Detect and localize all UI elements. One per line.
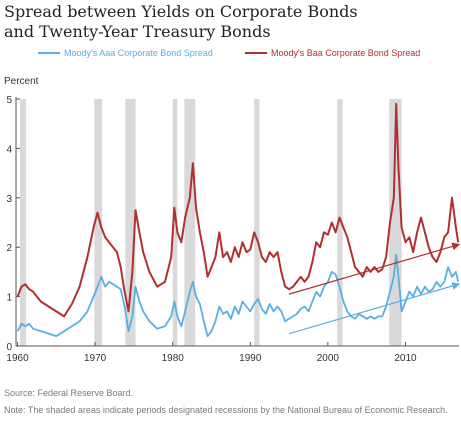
x-tick-label: 2000 xyxy=(317,353,340,364)
footnote: Note: The shaded areas indicate periods … xyxy=(4,405,448,415)
legend-label-baa: Moody's Baa Corporate Bond Spread xyxy=(271,48,420,58)
y-tick-label: 1 xyxy=(6,293,12,304)
series-line-aaa xyxy=(16,253,460,337)
recession-bar xyxy=(254,99,260,346)
y-tick-label: 2 xyxy=(6,243,12,254)
line-chart: Moody's Aaa Corporate Bond Spread Moody'… xyxy=(4,48,461,364)
y-tick-label: 3 xyxy=(6,194,12,205)
series-line-baa xyxy=(16,102,460,318)
source-note: Source: Federal Reserve Board. xyxy=(4,388,134,398)
x-tick-label: 1970 xyxy=(84,353,107,364)
trend-arrow-baa xyxy=(288,242,461,295)
recession-bar xyxy=(337,99,343,346)
y-tick-label: 5 xyxy=(6,95,12,106)
y-axis-label: Percent xyxy=(4,76,39,87)
x-tick-label: 1990 xyxy=(239,353,262,364)
chart-title-line-2: and Twenty-Year Treasury Bonds xyxy=(4,22,271,41)
x-tick-label: 1960 xyxy=(6,353,29,364)
recession-shading xyxy=(19,99,402,346)
recession-bar xyxy=(19,99,27,346)
chart-title-line-1: Spread between Yields on Corporate Bonds xyxy=(4,2,358,21)
y-tick-label: 4 xyxy=(6,144,12,155)
recession-bar xyxy=(125,99,136,346)
legend-label-aaa: Moody's Aaa Corporate Bond Spread xyxy=(64,48,213,58)
recession-bar xyxy=(94,99,103,346)
x-tick-label: 1980 xyxy=(162,353,185,364)
legend: Moody's Aaa Corporate Bond Spread Moody'… xyxy=(38,48,420,58)
x-tick-label: 2010 xyxy=(394,353,417,364)
chart-title: Spread between Yields on Corporate Bonds… xyxy=(4,2,459,42)
y-tick-label: 0 xyxy=(6,342,12,353)
recession-bar xyxy=(172,99,178,346)
recession-bar xyxy=(184,99,196,346)
trend-arrow-aaa xyxy=(288,282,461,335)
series-lines xyxy=(16,102,461,337)
